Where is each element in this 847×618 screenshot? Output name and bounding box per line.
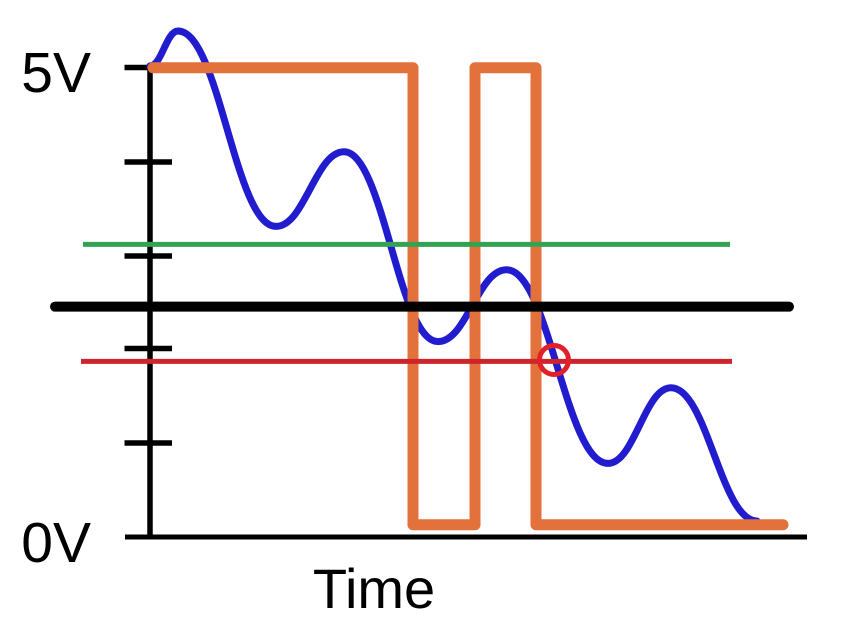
series-layer: [146, 27, 789, 531]
analog-input-signal: [146, 27, 761, 525]
trigger-point-marker: [536, 343, 571, 377]
marker-layer: [536, 343, 571, 377]
threshold-lines-layer: [50, 241, 794, 364]
digital-output-signal: [147, 62, 789, 531]
y-axis-min-label: 0V: [21, 511, 91, 575]
x-axis-title: Time: [313, 557, 435, 618]
y-axis-max-label: 5V: [21, 41, 91, 105]
